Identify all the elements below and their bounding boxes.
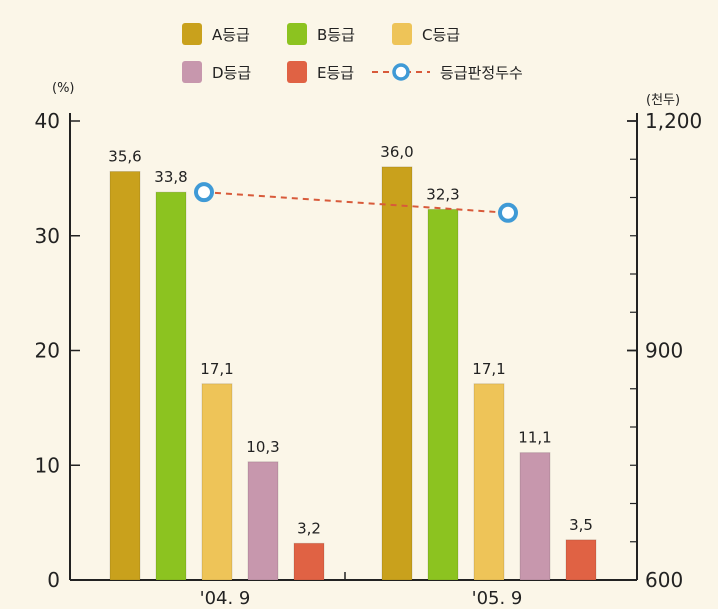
bar-value-label: 10,3 bbox=[246, 438, 279, 456]
left-tick-label: 40 bbox=[35, 109, 60, 133]
bar bbox=[381, 166, 413, 581]
legend-label: B등급 bbox=[317, 26, 355, 44]
bar-value-label: 11,1 bbox=[518, 429, 551, 447]
legend-marker-sample bbox=[392, 63, 410, 81]
right-tick-label: 1,200 bbox=[645, 109, 702, 133]
legend-label: E등급 bbox=[317, 64, 354, 82]
bar bbox=[247, 461, 279, 581]
legend-swatch bbox=[182, 23, 202, 45]
legend-label: D등급 bbox=[212, 64, 251, 82]
line-point-marker bbox=[194, 182, 214, 203]
x-tick-label: '05. 9 bbox=[472, 588, 523, 609]
bar-value-label: 35,6 bbox=[108, 147, 141, 165]
bar bbox=[293, 542, 325, 581]
bar bbox=[519, 452, 551, 581]
legend-swatch bbox=[392, 23, 412, 45]
legend: A등급 B등급 C등급 D등급 E등급 등급판정두수 bbox=[182, 23, 523, 83]
line-series-path bbox=[203, 191, 509, 214]
legend-label: A등급 bbox=[212, 26, 250, 44]
bar bbox=[201, 383, 233, 581]
bar-value-label: 17,1 bbox=[200, 360, 233, 378]
line-series bbox=[194, 182, 518, 223]
right-axis-unit: (천두) bbox=[646, 93, 680, 108]
left-axis-unit: (%) bbox=[52, 81, 75, 96]
bar-value-label: 17,1 bbox=[472, 360, 505, 378]
legend-swatch bbox=[287, 23, 307, 45]
axes: 0 10 20 30 40 600 900 1,200 (%) (천두) bbox=[35, 81, 703, 592]
x-tick-label: '04. 9 bbox=[200, 588, 251, 609]
left-tick-label: 30 bbox=[35, 224, 60, 248]
legend-swatch bbox=[287, 61, 307, 83]
bars: 35,6 33,8 17,1 10,3 3,2 '04. 9 36,0 32,3 17,1 11,… bbox=[108, 143, 597, 609]
bar-value-label: 36,0 bbox=[380, 143, 413, 161]
legend-label: 등급판정두수 bbox=[440, 64, 523, 82]
left-tick-label: 20 bbox=[35, 339, 60, 363]
bar-value-label: 3,2 bbox=[297, 519, 321, 537]
bar-value-label: 3,5 bbox=[569, 516, 593, 534]
left-tick-label: 0 bbox=[47, 568, 60, 592]
bar bbox=[155, 191, 187, 581]
bar bbox=[473, 383, 505, 581]
bar-value-label: 33,8 bbox=[154, 168, 187, 186]
legend-label: C등급 bbox=[422, 26, 460, 44]
legend-swatch bbox=[182, 61, 202, 83]
left-tick-label: 10 bbox=[35, 453, 60, 477]
right-tick-label: 900 bbox=[645, 339, 683, 363]
bar-value-label: 32,3 bbox=[426, 185, 459, 203]
bar bbox=[427, 208, 459, 581]
line-point-marker bbox=[498, 202, 518, 223]
bar bbox=[565, 539, 597, 581]
bar bbox=[109, 170, 141, 581]
right-tick-label: 600 bbox=[645, 568, 683, 592]
